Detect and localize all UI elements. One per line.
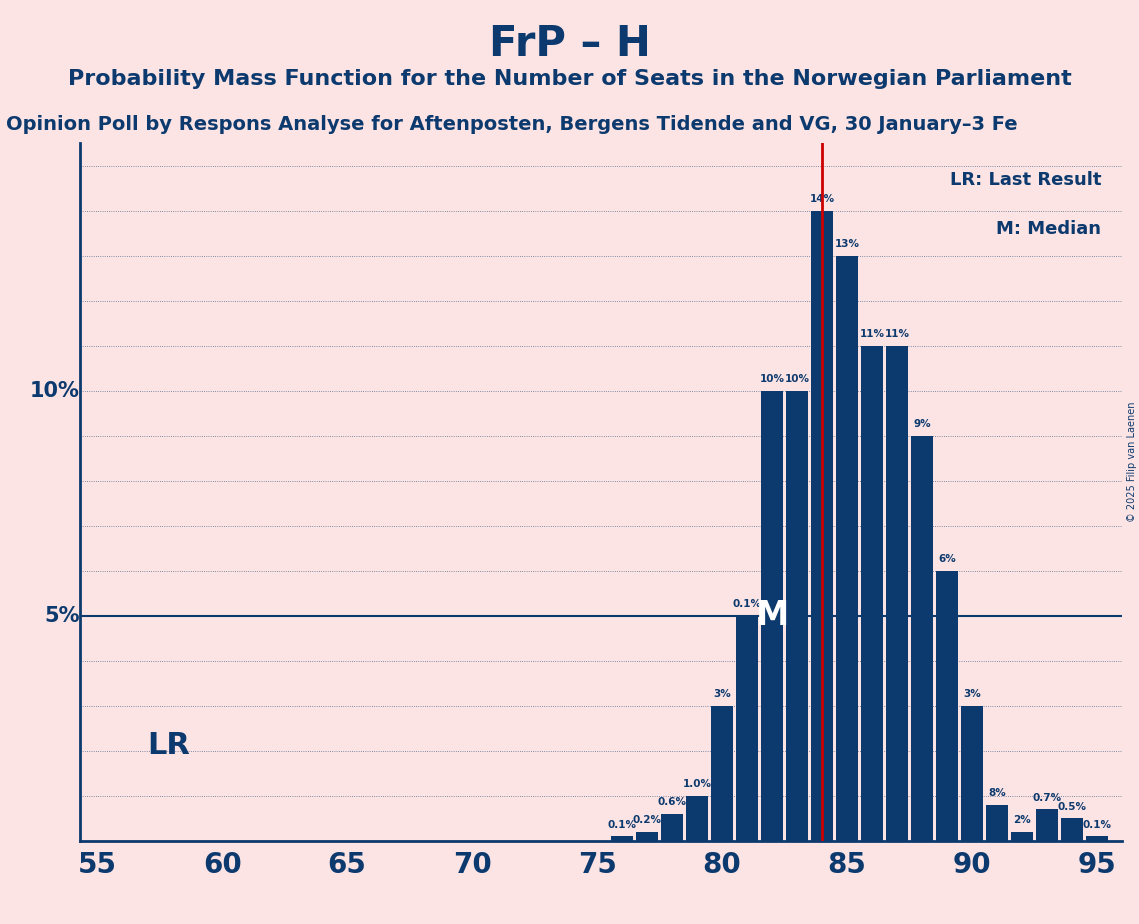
Bar <box>1011 832 1033 841</box>
Text: LR: LR <box>147 731 190 760</box>
Bar <box>612 836 632 841</box>
Text: 13%: 13% <box>835 239 860 249</box>
Bar <box>662 814 682 841</box>
Bar <box>986 805 1008 841</box>
Text: 14%: 14% <box>810 194 835 204</box>
Text: 8%: 8% <box>988 788 1006 798</box>
Text: 0.7%: 0.7% <box>1032 793 1062 803</box>
Bar <box>761 391 782 841</box>
Text: 10%: 10% <box>30 381 80 401</box>
Text: M: Median: M: Median <box>997 220 1101 238</box>
Bar <box>1087 836 1107 841</box>
Text: 6%: 6% <box>939 554 956 564</box>
Text: 10%: 10% <box>760 374 785 384</box>
Bar <box>786 391 808 841</box>
Text: 0.2%: 0.2% <box>632 815 662 825</box>
Bar <box>911 436 933 841</box>
Bar <box>886 346 908 841</box>
Text: 11%: 11% <box>885 329 909 339</box>
Bar <box>936 571 958 841</box>
Text: 11%: 11% <box>860 329 885 339</box>
Text: 0.6%: 0.6% <box>657 797 687 807</box>
Text: FrP – H: FrP – H <box>489 23 650 65</box>
Bar <box>961 706 983 841</box>
Bar <box>811 211 833 841</box>
Bar <box>1062 819 1082 841</box>
Bar <box>687 796 707 841</box>
Bar <box>737 615 757 841</box>
Text: Probability Mass Function for the Number of Seats in the Norwegian Parliament: Probability Mass Function for the Number… <box>67 69 1072 90</box>
Bar <box>712 706 732 841</box>
Text: 1.0%: 1.0% <box>682 779 712 789</box>
Text: M: M <box>755 600 788 632</box>
Text: 0.1%: 0.1% <box>607 820 637 830</box>
Text: 0.1%: 0.1% <box>732 599 762 609</box>
Text: 3%: 3% <box>964 689 981 699</box>
Bar <box>637 832 657 841</box>
Text: LR: Last Result: LR: Last Result <box>950 171 1101 189</box>
Text: © 2025 Filip van Laenen: © 2025 Filip van Laenen <box>1126 402 1137 522</box>
Bar <box>861 346 883 841</box>
Text: Opinion Poll by Respons Analyse for Aftenposten, Bergens Tidende and VG, 30 Janu: Opinion Poll by Respons Analyse for Afte… <box>6 116 1017 135</box>
Text: 2%: 2% <box>1013 815 1031 825</box>
Bar <box>836 256 858 841</box>
Text: 9%: 9% <box>913 419 931 429</box>
Text: 3%: 3% <box>713 689 731 699</box>
Text: 0.5%: 0.5% <box>1057 802 1087 811</box>
Text: 0.1%: 0.1% <box>1082 820 1112 830</box>
Text: 5%: 5% <box>44 606 80 626</box>
Text: 10%: 10% <box>785 374 810 384</box>
Bar <box>1036 809 1057 841</box>
